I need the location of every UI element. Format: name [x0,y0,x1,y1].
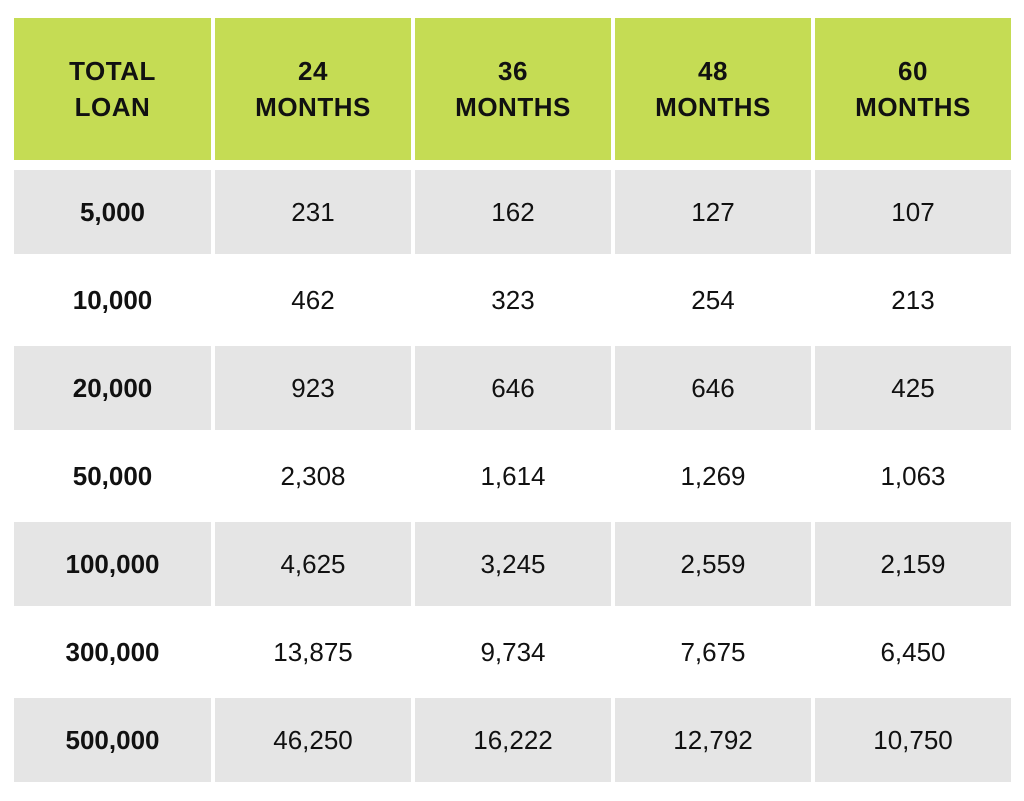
header-24-months: 24 MONTHS [215,18,411,160]
header-line: 24 [298,56,328,86]
payment-cell-36: 646 [415,346,611,430]
loan-amount-cell: 100,000 [14,522,211,606]
payment-cell-36: 3,245 [415,522,611,606]
header-line: 36 [498,56,528,86]
payment-cell-24: 462 [215,258,411,342]
table-row: 500,000 46,250 16,222 12,792 10,750 [14,698,1011,782]
header-60-months: 60 MONTHS [815,18,1011,160]
header-36-months: 36 MONTHS [415,18,611,160]
payment-cell-48: 254 [615,258,811,342]
loan-amount-cell: 50,000 [14,434,211,518]
header-line: 48 [698,56,728,86]
table-body: 5,000 231 162 127 107 10,000 462 323 254… [14,170,1011,782]
payment-cell-60: 107 [815,170,1011,254]
loan-amount-cell: 500,000 [14,698,211,782]
payment-cell-48: 127 [615,170,811,254]
table-row: 5,000 231 162 127 107 [14,170,1011,254]
payment-cell-36: 323 [415,258,611,342]
payment-cell-24: 2,308 [215,434,411,518]
header-line: MONTHS [855,92,971,122]
payment-cell-60: 10,750 [815,698,1011,782]
payment-cell-60: 425 [815,346,1011,430]
payment-cell-48: 7,675 [615,610,811,694]
payment-cell-36: 162 [415,170,611,254]
payment-cell-60: 1,063 [815,434,1011,518]
payment-cell-24: 46,250 [215,698,411,782]
loan-amount-cell: 5,000 [14,170,211,254]
table-row: 100,000 4,625 3,245 2,559 2,159 [14,522,1011,606]
payment-cell-48: 12,792 [615,698,811,782]
table-row: 300,000 13,875 9,734 7,675 6,450 [14,610,1011,694]
header-line: LOAN [74,92,151,122]
header-48-months: 48 MONTHS [615,18,811,160]
table-header: TOTAL LOAN 24 MONTHS 36 MONTHS 48 MONTHS… [14,18,1011,170]
header-row: TOTAL LOAN 24 MONTHS 36 MONTHS 48 MONTHS… [14,18,1011,160]
loan-amount-cell: 10,000 [14,258,211,342]
payment-cell-24: 231 [215,170,411,254]
spacer-cell [14,160,1011,170]
payment-cell-24: 923 [215,346,411,430]
header-line: MONTHS [455,92,571,122]
payment-cell-24: 13,875 [215,610,411,694]
loan-amount-cell: 20,000 [14,346,211,430]
payment-cell-48: 2,559 [615,522,811,606]
payment-cell-60: 2,159 [815,522,1011,606]
payment-cell-24: 4,625 [215,522,411,606]
payment-cell-48: 1,269 [615,434,811,518]
payment-cell-36: 1,614 [415,434,611,518]
loan-amount-cell: 300,000 [14,610,211,694]
payment-cell-36: 16,222 [415,698,611,782]
payment-cell-60: 213 [815,258,1011,342]
loan-payment-table-container: TOTAL LOAN 24 MONTHS 36 MONTHS 48 MONTHS… [14,18,1011,782]
table-row: 10,000 462 323 254 213 [14,258,1011,342]
payment-cell-48: 646 [615,346,811,430]
header-line: 60 [898,56,928,86]
header-line: MONTHS [655,92,771,122]
header-total-loan: TOTAL LOAN [14,18,211,160]
payment-cell-36: 9,734 [415,610,611,694]
table-row: 20,000 923 646 646 425 [14,346,1011,430]
header-line: MONTHS [255,92,371,122]
table-row: 50,000 2,308 1,614 1,269 1,063 [14,434,1011,518]
header-line: TOTAL [69,56,156,86]
payment-cell-60: 6,450 [815,610,1011,694]
loan-payment-table: TOTAL LOAN 24 MONTHS 36 MONTHS 48 MONTHS… [10,18,1015,782]
header-spacer [14,160,1011,170]
